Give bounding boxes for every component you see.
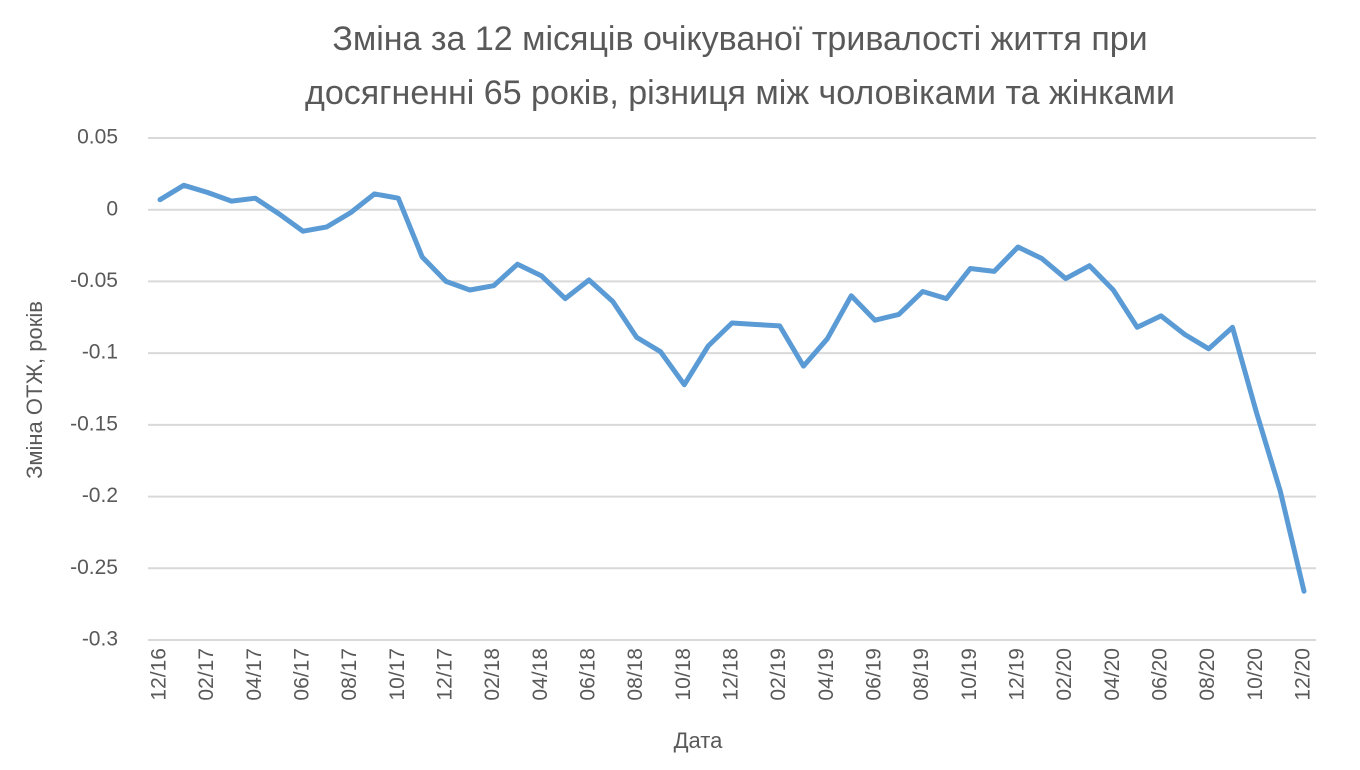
x-tick-label: 08/18 (624, 648, 647, 701)
x-tick-label: 08/19 (910, 648, 933, 701)
x-tick-label: 04/18 (529, 648, 552, 701)
x-tick-label: 06/19 (863, 648, 886, 701)
y-tick-label: -0.3 (82, 628, 118, 651)
x-axis-title: Дата (674, 728, 723, 753)
x-tick-label: 08/20 (1196, 648, 1219, 701)
x-tick-label: 02/18 (481, 648, 504, 701)
x-tick-label: 02/19 (767, 648, 790, 701)
y-tick-label: -0.2 (82, 484, 118, 507)
x-tick-label: 02/20 (1053, 648, 1076, 701)
x-tick-label: 10/18 (672, 648, 695, 701)
x-tick-label: 10/20 (1244, 648, 1267, 701)
x-tick-label: 10/19 (958, 648, 981, 701)
x-tick-label: 12/17 (434, 648, 457, 701)
data-line (157, 182, 1307, 594)
y-axis-title: Зміна ОТЖ, років (22, 301, 47, 479)
x-tick-label: 12/20 (1292, 648, 1315, 701)
x-tick-label: 12/19 (1006, 648, 1029, 701)
x-tick-label: 06/18 (577, 648, 600, 701)
x-tick-label: 08/17 (338, 648, 361, 701)
x-tick-label: 06/20 (1149, 648, 1172, 701)
x-tick-label: 04/17 (243, 648, 266, 701)
y-tick-label: -0.15 (70, 412, 118, 435)
x-tick-label: 12/18 (720, 648, 743, 701)
x-tick-label: 10/17 (386, 648, 409, 701)
y-tick-label: 0 (106, 197, 118, 220)
y-tick-label: -0.05 (70, 269, 118, 292)
y-tick-label: 0.05 (77, 126, 118, 149)
chart-title: Зміна за 12 місяців очікуваної тривалост… (332, 20, 1147, 58)
chart-title: досягненні 65 років, різниця між чоловік… (305, 74, 1175, 112)
y-tick-label: -0.1 (82, 341, 118, 364)
x-tick-label: 04/19 (815, 648, 838, 701)
x-tick-label: 02/17 (195, 648, 218, 701)
x-tick-label: 06/17 (291, 648, 314, 701)
x-tick-label: 12/16 (148, 648, 171, 701)
x-tick-label: 04/20 (1101, 648, 1124, 701)
y-tick-label: -0.25 (70, 556, 118, 579)
